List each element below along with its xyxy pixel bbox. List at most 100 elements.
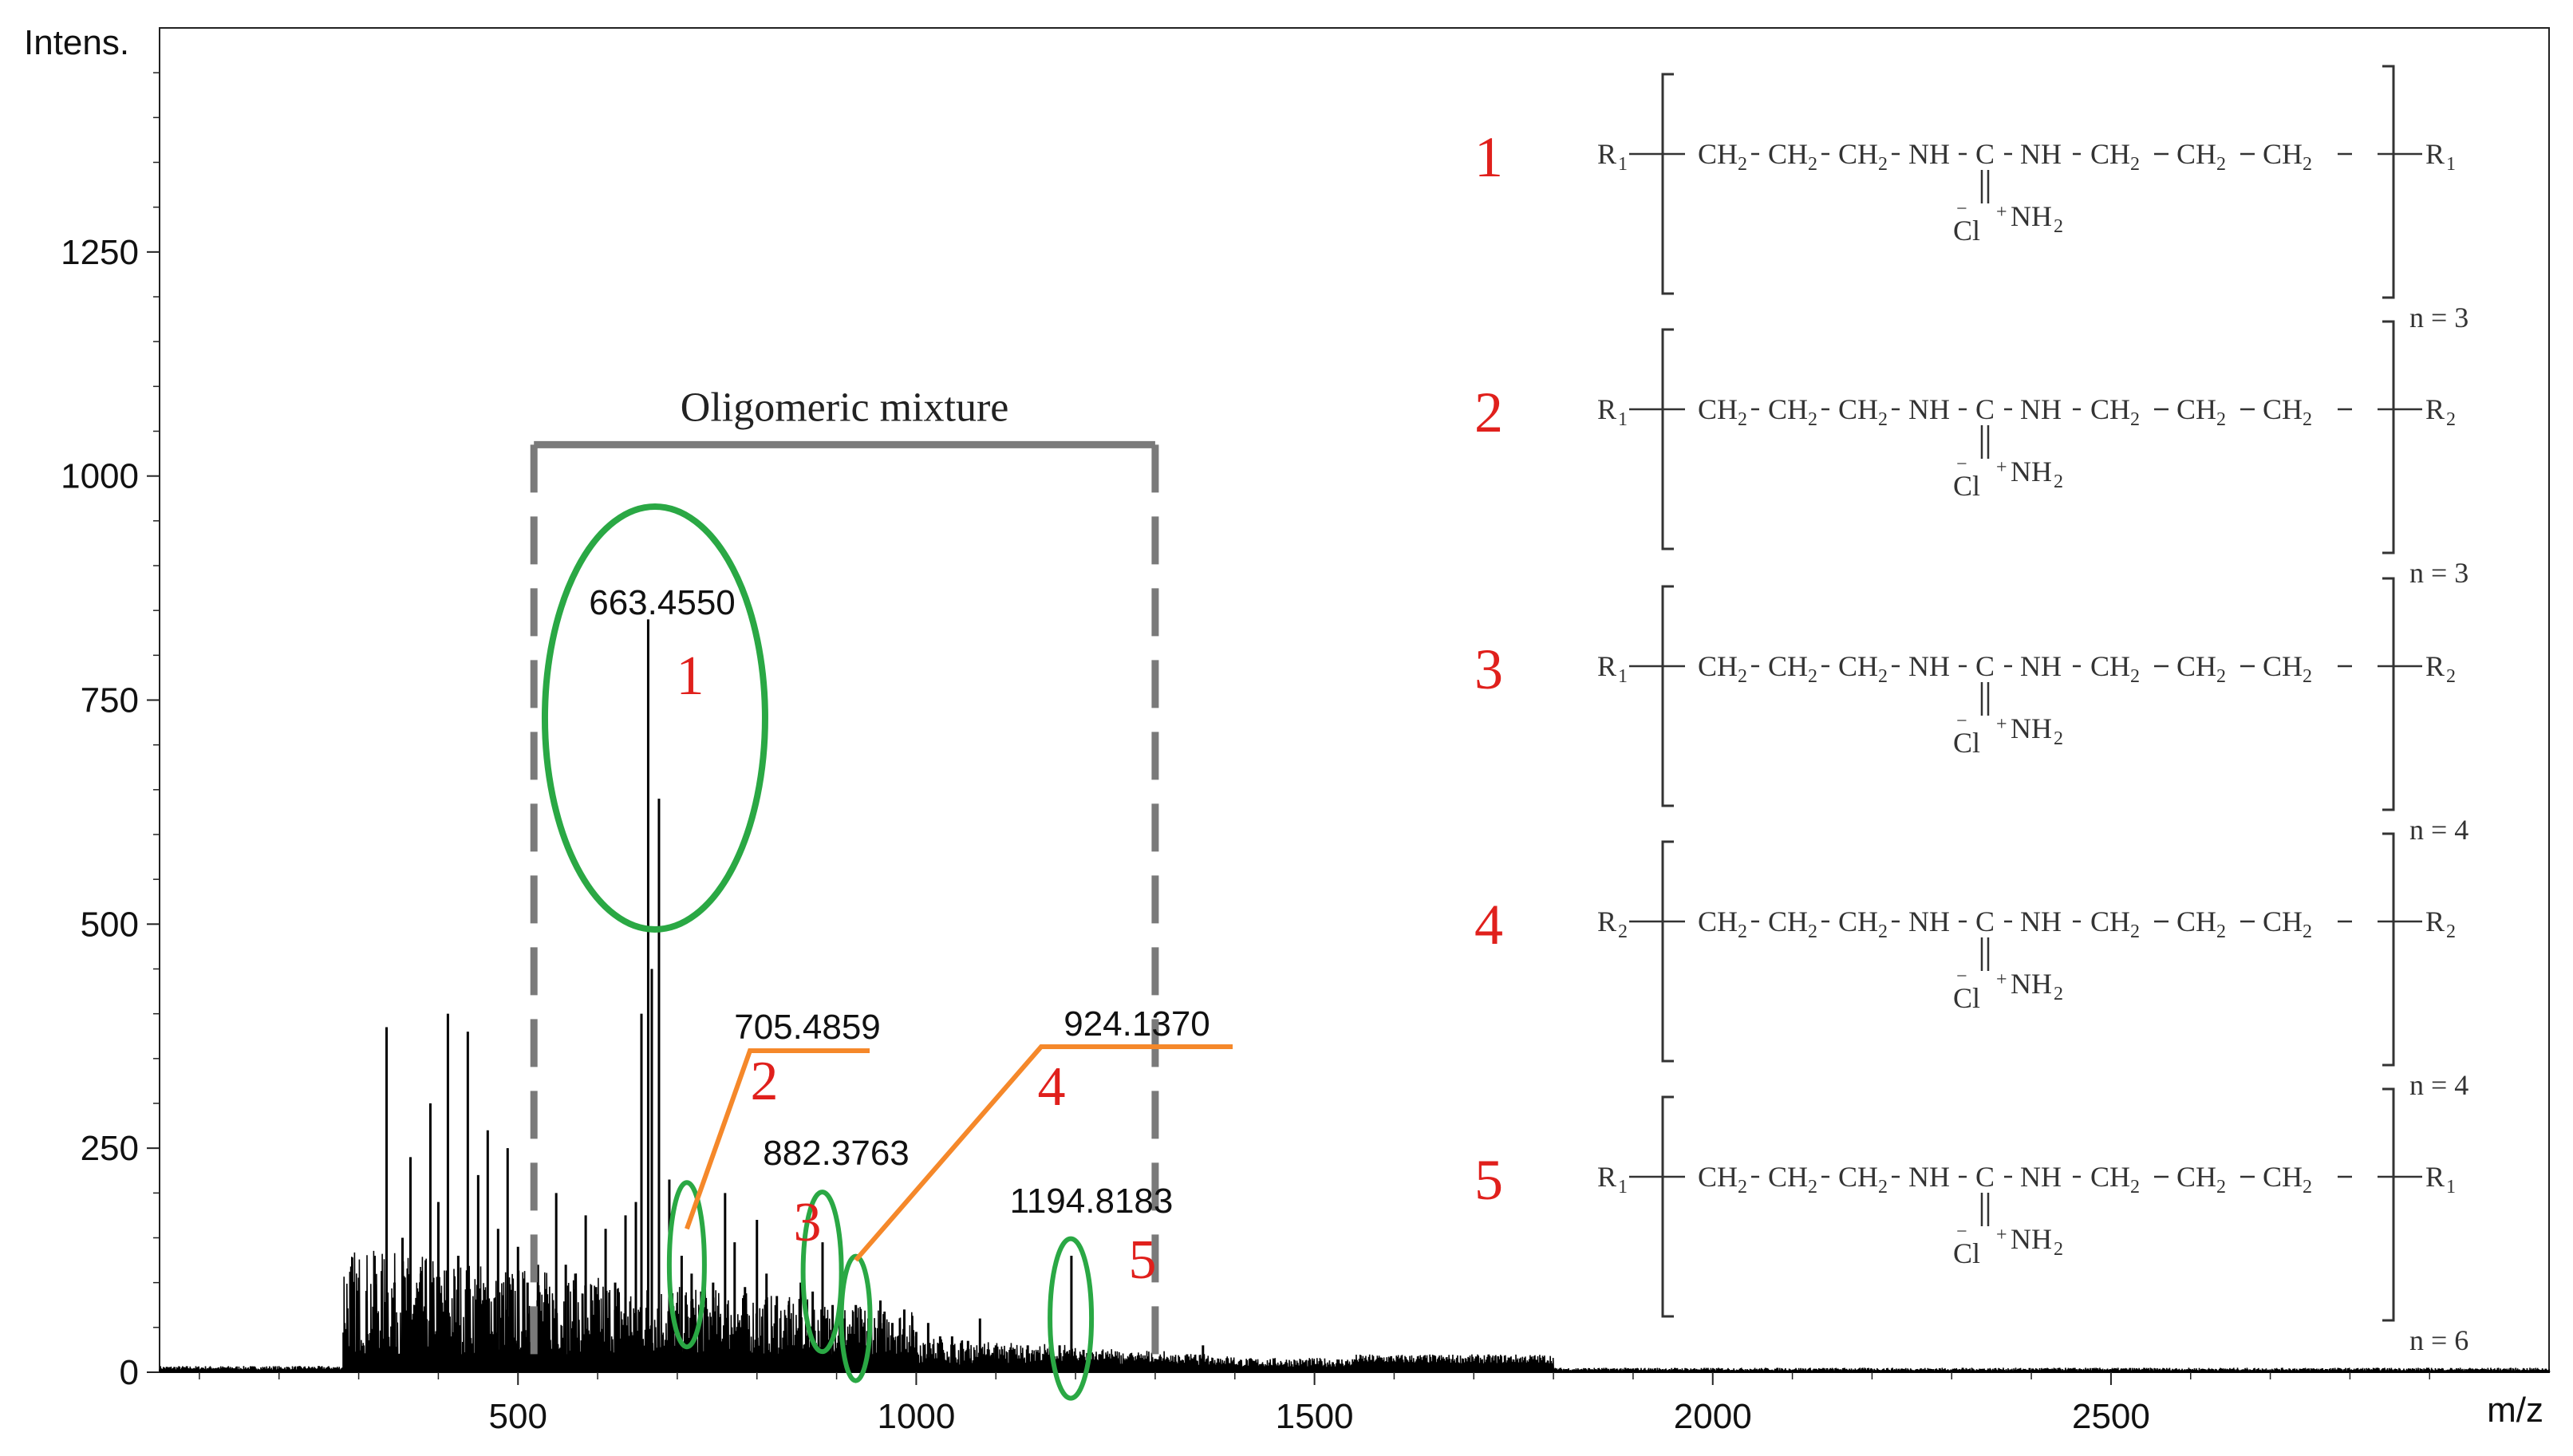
chain-ch2-sub: 2 <box>1808 921 1817 942</box>
nh2-group: NH <box>2011 712 2052 744</box>
chain-nh: NH <box>2020 393 2062 425</box>
chain-nh: NH <box>1908 906 1950 937</box>
peak-5-number: 5 <box>1129 1229 1157 1291</box>
structure-1: 1 R 1 R 1n = 3CH 2 CH 2 CH 2 NH C NH CH 2 CH 2 CH 2+ NH 2Cl− <box>1474 65 2468 333</box>
chain-ch2-sub: 2 <box>1808 1177 1817 1198</box>
peak-4-number: 4 <box>1038 1056 1066 1118</box>
chain-ch2-sub: 2 <box>1738 1177 1747 1198</box>
chain-ch2: CH <box>2090 650 2130 682</box>
nh2-group: NH <box>2011 1223 2052 1255</box>
left-end-group: R <box>1597 138 1616 170</box>
nh2-charge: + <box>1996 202 2007 223</box>
chloride: Cl <box>1953 727 1980 759</box>
structure-5: 5 R 1 R 1n = 6CH 2 CH 2 CH 2 NH C NH CH 2 CH 2 CH 2+ NH 2Cl− <box>1474 1087 2468 1356</box>
nh2-sub: 2 <box>2054 728 2063 749</box>
chain-c: C <box>1975 138 1995 170</box>
chain-ch2: CH <box>2263 906 2303 937</box>
chain-ch2-sub: 2 <box>1878 1177 1888 1198</box>
structure-number: 3 <box>1474 637 1503 701</box>
y-tick-label: 0 <box>120 1353 139 1392</box>
chain-ch2-sub: 2 <box>2216 154 2226 175</box>
peak-1-number: 1 <box>677 645 704 707</box>
repeat-count: n = 4 <box>2409 1069 2468 1101</box>
chloride: Cl <box>1953 470 1980 502</box>
peak-3-number: 3 <box>794 1192 822 1253</box>
chain-ch2: CH <box>2263 1161 2303 1193</box>
ellipse-peak-2 <box>666 1180 707 1350</box>
chain-ch2-sub: 2 <box>2303 666 2312 687</box>
spectrum-noise <box>159 1250 2551 1373</box>
right-end-group: R <box>2425 650 2445 682</box>
ellipse-peak-1 <box>541 503 768 933</box>
repeat-bracket-right <box>2382 577 2395 811</box>
chain-ch2: CH <box>2176 393 2216 425</box>
chloride: Cl <box>1953 1237 1980 1269</box>
left-end-sub: 2 <box>1618 921 1628 942</box>
chain-ch2: CH <box>1698 1161 1738 1193</box>
peak-4-label: 924.1370 <box>1064 1004 1210 1044</box>
bracket-label: Oligomeric mixture <box>681 385 1009 430</box>
peak-5-label: 1194.8183 <box>1010 1182 1174 1221</box>
chain-ch2-sub: 2 <box>2216 921 2226 942</box>
chain-ch2-sub: 2 <box>1738 409 1747 430</box>
chain-ch2: CH <box>1838 393 1878 425</box>
y-tick-label: 1250 <box>61 233 139 272</box>
repeat-count: n = 3 <box>2409 302 2468 333</box>
left-end-sub: 1 <box>1618 154 1628 175</box>
chain-ch2: CH <box>2263 393 2303 425</box>
chain-ch2-sub: 2 <box>1878 154 1888 175</box>
chain-ch2-sub: 2 <box>1878 409 1888 430</box>
chain-ch2-sub: 2 <box>2303 154 2312 175</box>
repeat-bracket-left <box>1661 73 1674 295</box>
x-axis-title: m/z <box>2487 1391 2543 1430</box>
left-end-group: R <box>1597 393 1616 425</box>
chain-ch2-sub: 2 <box>2130 154 2140 175</box>
x-tick-label: 500 <box>489 1397 547 1436</box>
y-tick-label: 1000 <box>61 457 139 496</box>
repeat-bracket-left <box>1661 1095 1674 1318</box>
x-tick-label: 1000 <box>877 1397 955 1436</box>
structure-number: 2 <box>1474 381 1503 444</box>
chain-ch2-sub: 2 <box>2303 1177 2312 1198</box>
chain-nh: NH <box>1908 138 1950 170</box>
chain-ch2-sub: 2 <box>1738 921 1747 942</box>
chain-nh: NH <box>2020 1161 2062 1193</box>
repeat-bracket-left <box>1661 840 1674 1063</box>
ellipse-peak-4 <box>839 1253 873 1383</box>
x-tick-label: 2000 <box>1674 1397 1752 1436</box>
y-tick-label: 750 <box>81 681 139 720</box>
nh2-sub: 2 <box>2054 1239 2063 1260</box>
chloride-charge: − <box>1956 711 1967 732</box>
nh2-group: NH <box>2011 456 2052 487</box>
repeat-bracket-left <box>1661 328 1674 550</box>
structure-4: 4 R 2 R 2n = 4CH 2 CH 2 CH 2 NH C NH CH 2 CH 2 CH 2+ NH 2Cl− <box>1474 832 2468 1101</box>
chain-ch2: CH <box>1698 138 1738 170</box>
chain-ch2: CH <box>1698 393 1738 425</box>
chain-ch2-sub: 2 <box>2130 921 2140 942</box>
chain-ch2: CH <box>2090 138 2130 170</box>
repeat-bracket-right <box>2382 832 2395 1067</box>
nh2-group: NH <box>2011 200 2052 232</box>
chain-ch2-sub: 2 <box>1878 666 1888 687</box>
chain-ch2: CH <box>2176 906 2216 937</box>
chain-c: C <box>1975 393 1995 425</box>
chloride-charge: − <box>1956 1221 1967 1242</box>
left-end-group: R <box>1597 1161 1616 1193</box>
chain-ch2-sub: 2 <box>2303 921 2312 942</box>
chloride-charge: − <box>1956 454 1967 475</box>
left-end-sub: 1 <box>1618 1177 1628 1198</box>
chain-nh: NH <box>2020 906 2062 937</box>
chain-ch2: CH <box>1838 1161 1878 1193</box>
callout-line-4 <box>854 1044 1233 1262</box>
chain-ch2-sub: 2 <box>1808 154 1817 175</box>
chain-ch2-sub: 2 <box>1738 154 1747 175</box>
nh2-group: NH <box>2011 968 2052 1000</box>
spectrum-layer <box>159 619 2551 1373</box>
chain-ch2-sub: 2 <box>1738 666 1747 687</box>
chain-ch2: CH <box>1768 138 1808 170</box>
chain-ch2-sub: 2 <box>1808 666 1817 687</box>
repeat-bracket-right <box>2382 65 2395 299</box>
chain-ch2: CH <box>1838 650 1878 682</box>
